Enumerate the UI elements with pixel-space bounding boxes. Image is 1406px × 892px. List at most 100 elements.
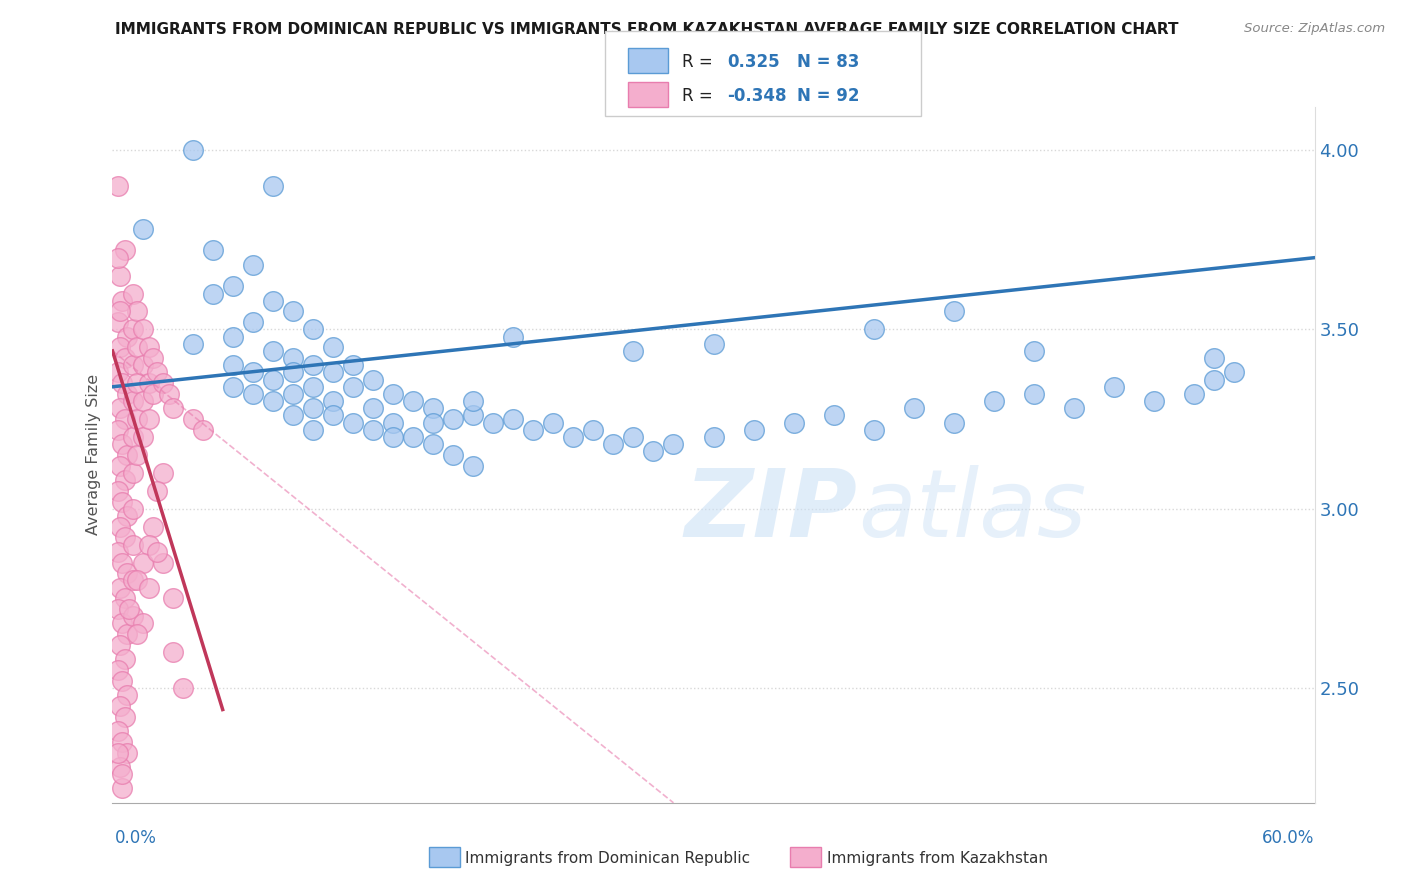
Point	[110, 519, 132, 533]
Point	[145, 366, 167, 380]
Text: N = 83: N = 83	[797, 54, 859, 71]
Point	[782, 416, 804, 430]
Point	[1063, 401, 1085, 416]
Point	[322, 409, 344, 423]
Point	[121, 430, 143, 444]
Point	[942, 304, 965, 318]
Point	[562, 430, 585, 444]
Point	[110, 698, 132, 713]
Point	[115, 329, 138, 343]
Point	[121, 322, 143, 336]
Point	[162, 401, 184, 416]
Point	[402, 394, 425, 409]
Point	[107, 746, 129, 760]
Point	[181, 336, 204, 351]
Point	[107, 724, 129, 739]
Point	[242, 366, 264, 380]
Point	[115, 688, 138, 702]
Point	[342, 358, 364, 372]
Point	[131, 556, 153, 570]
Point	[222, 279, 245, 293]
Text: Source: ZipAtlas.com: Source: ZipAtlas.com	[1244, 22, 1385, 36]
Point	[121, 574, 143, 588]
Point	[107, 315, 129, 329]
Point	[111, 735, 134, 749]
Point	[222, 380, 245, 394]
Point	[461, 458, 484, 473]
Point	[262, 394, 284, 409]
Point	[152, 466, 174, 480]
Point	[111, 556, 134, 570]
Point	[602, 437, 624, 451]
Point	[461, 409, 484, 423]
Point	[141, 519, 163, 533]
Point	[121, 501, 143, 516]
Point	[1024, 387, 1046, 401]
Point	[131, 322, 153, 336]
Point	[110, 304, 132, 318]
Point	[131, 222, 153, 236]
Point	[121, 609, 143, 624]
Point	[662, 437, 685, 451]
Point	[172, 681, 194, 695]
Point	[382, 430, 405, 444]
Point	[342, 416, 364, 430]
Point	[152, 556, 174, 570]
Point	[422, 437, 444, 451]
Point	[461, 394, 484, 409]
Point	[361, 373, 384, 387]
Point	[242, 258, 264, 272]
Point	[125, 574, 148, 588]
Point	[107, 602, 129, 616]
Point	[115, 508, 138, 523]
Point	[125, 340, 148, 354]
Point	[138, 376, 160, 391]
Point	[281, 366, 304, 380]
Point	[582, 423, 605, 437]
Point	[242, 315, 264, 329]
Point	[1143, 394, 1166, 409]
Point	[903, 401, 925, 416]
Point	[121, 358, 143, 372]
Point	[1204, 351, 1226, 365]
Text: IMMIGRANTS FROM DOMINICAN REPUBLIC VS IMMIGRANTS FROM KAZAKHSTAN AVERAGE FAMILY : IMMIGRANTS FROM DOMINICAN REPUBLIC VS IM…	[115, 22, 1178, 37]
Point	[138, 538, 160, 552]
Point	[145, 545, 167, 559]
Point	[823, 409, 845, 423]
Point	[115, 387, 138, 401]
Point	[302, 322, 325, 336]
Point	[441, 448, 464, 462]
Point	[107, 663, 129, 677]
Point	[125, 304, 148, 318]
Point	[302, 380, 325, 394]
Point	[131, 394, 153, 409]
Point	[191, 423, 214, 437]
Point	[114, 473, 136, 487]
Point	[702, 336, 725, 351]
Point	[107, 366, 129, 380]
Point	[125, 376, 148, 391]
Point	[281, 304, 304, 318]
Point	[111, 494, 134, 508]
Point	[117, 602, 139, 616]
Point	[162, 591, 184, 606]
Point	[111, 781, 134, 796]
Point	[281, 409, 304, 423]
Point	[111, 293, 134, 308]
Point	[111, 616, 134, 631]
Point	[422, 401, 444, 416]
Point	[131, 430, 153, 444]
Point	[342, 380, 364, 394]
Point	[242, 387, 264, 401]
Point	[107, 423, 129, 437]
Point	[322, 366, 344, 380]
Text: R =: R =	[682, 87, 718, 105]
Point	[621, 343, 644, 358]
Point	[302, 423, 325, 437]
Point	[181, 143, 204, 157]
Point	[1204, 373, 1226, 387]
Point	[110, 581, 132, 595]
Point	[181, 412, 204, 426]
Point	[107, 545, 129, 559]
Point	[114, 530, 136, 544]
